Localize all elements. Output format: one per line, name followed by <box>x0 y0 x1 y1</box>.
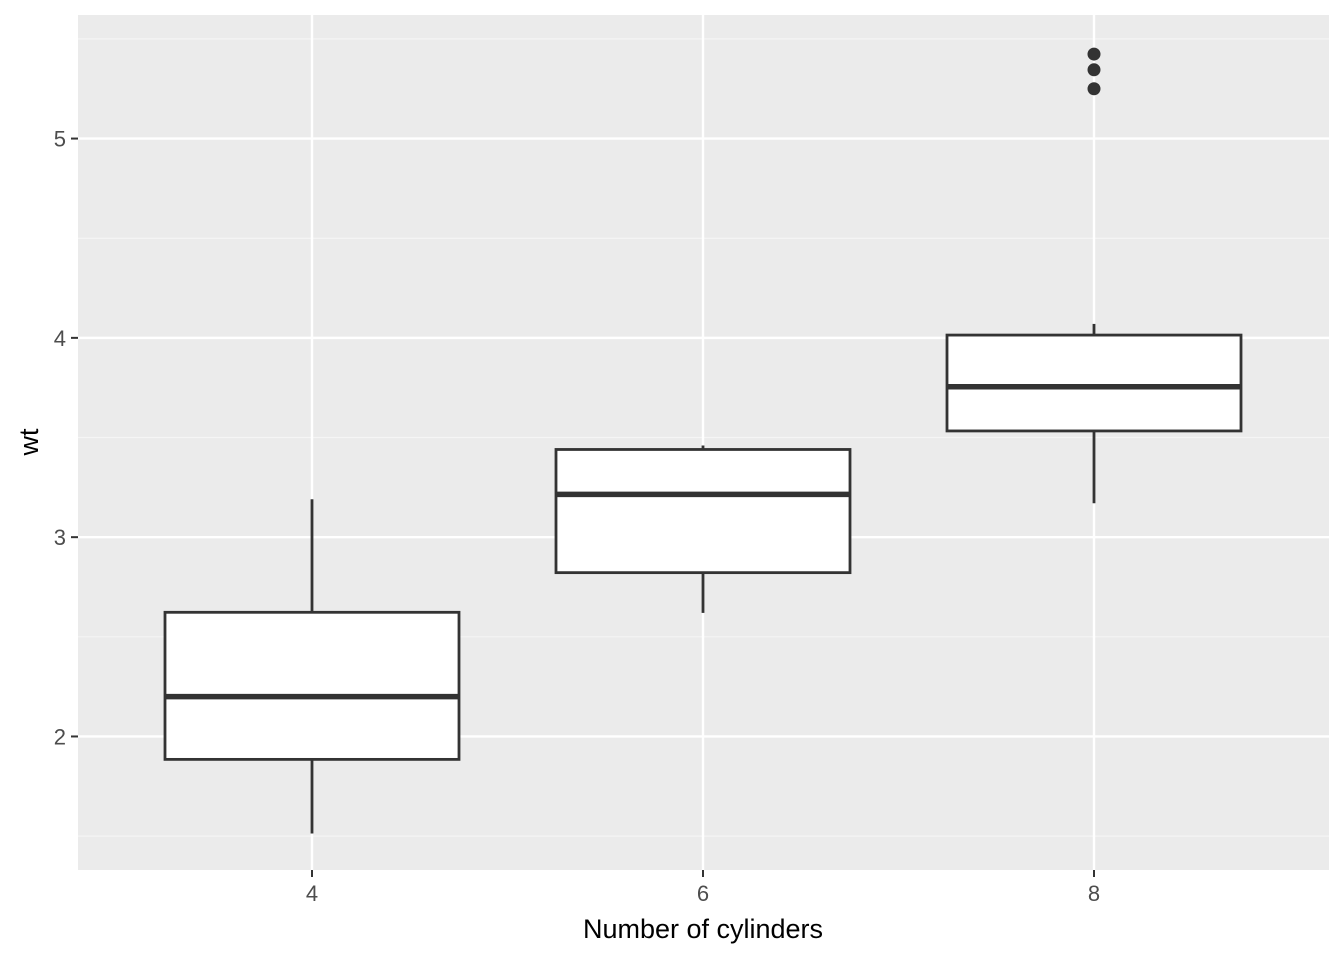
y-tick-label: 5 <box>54 127 66 152</box>
x-axis-title: Number of cylinders <box>583 914 823 944</box>
x-tick-label: 8 <box>1088 881 1100 906</box>
box-8 <box>945 47 1243 504</box>
x-tick-label: 6 <box>697 881 709 906</box>
y-axis: 2 3 4 5 <box>54 127 78 749</box>
box-body <box>163 610 461 761</box>
box-series <box>163 47 1243 834</box>
y-tick-label: 3 <box>54 525 66 550</box>
box-6 <box>554 445 852 613</box>
box-body <box>945 333 1243 433</box>
outlier-point <box>1087 63 1101 77</box>
outlier-point <box>1087 47 1101 61</box>
x-tick-label: 4 <box>306 881 318 906</box>
y-axis-title: wt <box>14 428 44 456</box>
x-axis: 4 6 8 <box>306 870 1100 906</box>
box-4 <box>163 499 461 834</box>
box-body <box>554 448 852 575</box>
y-tick-label: 2 <box>54 724 66 749</box>
outlier-point <box>1087 82 1101 96</box>
y-tick-label: 4 <box>54 326 66 351</box>
